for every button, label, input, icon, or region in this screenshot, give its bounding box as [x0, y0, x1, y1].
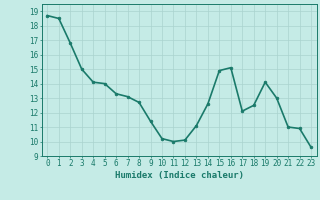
X-axis label: Humidex (Indice chaleur): Humidex (Indice chaleur) — [115, 171, 244, 180]
